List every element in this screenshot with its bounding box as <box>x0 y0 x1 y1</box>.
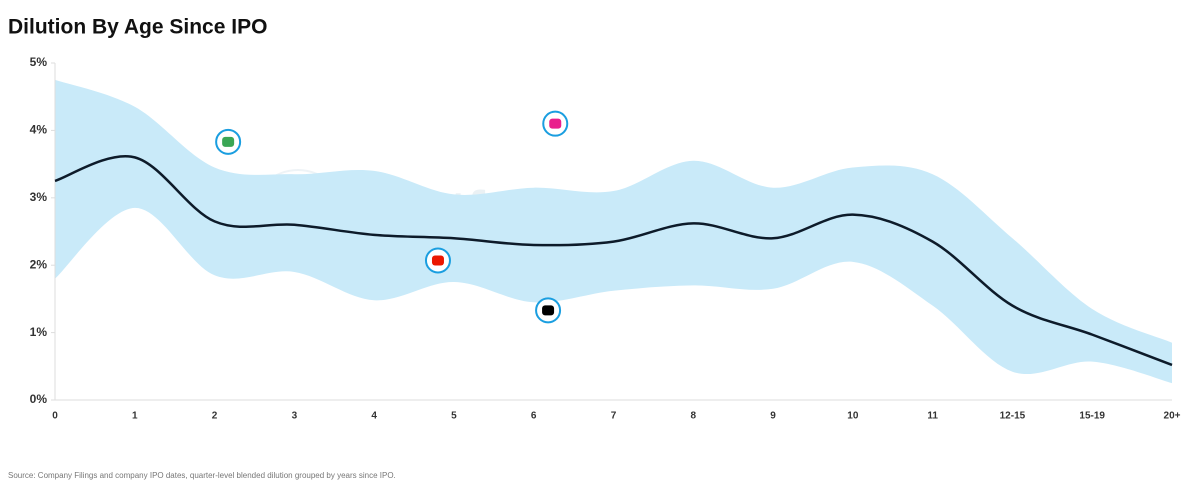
x-tick-label: 3 <box>292 411 298 422</box>
company-marker <box>424 247 451 274</box>
x-tick-label: 10 <box>847 411 859 422</box>
chart-title: Dilution By Age Since IPO <box>8 16 267 39</box>
x-tick-label: 6 <box>531 411 537 422</box>
source-note: Source: Company Filings and company IPO … <box>8 471 396 480</box>
x-tick-label: 8 <box>691 411 697 422</box>
company-marker <box>215 128 242 155</box>
median-line <box>54 155 1173 367</box>
y-tick-label: 0% <box>30 392 48 406</box>
x-tick-label: 7 <box>611 411 617 422</box>
x-tick-label: 4 <box>371 411 377 422</box>
marker-icon <box>222 136 235 147</box>
marker-icon <box>431 255 444 266</box>
marker-icon <box>542 305 555 316</box>
x-tick-label: 20+ <box>1164 411 1181 422</box>
y-tick-label: 2% <box>30 257 48 271</box>
company-marker <box>542 110 569 137</box>
y-tick-label: 5% <box>30 55 48 69</box>
x-tick-label: 0 <box>52 411 58 422</box>
y-tick-label: 1% <box>30 325 48 339</box>
y-tick-label: 4% <box>30 123 48 137</box>
marker-icon <box>549 118 562 129</box>
x-tick-label: 11 <box>927 411 938 422</box>
x-tick-label: 12-15 <box>1000 411 1026 422</box>
x-tick-label: 2 <box>212 411 218 422</box>
range-band <box>55 79 1172 384</box>
x-tick-label: 9 <box>770 411 776 422</box>
x-tick-label: 15-19 <box>1079 411 1105 422</box>
y-tick-label: 3% <box>30 190 48 204</box>
company-marker <box>535 297 562 324</box>
x-tick-label: 5 <box>451 411 457 422</box>
x-tick-label: 1 <box>132 411 138 422</box>
